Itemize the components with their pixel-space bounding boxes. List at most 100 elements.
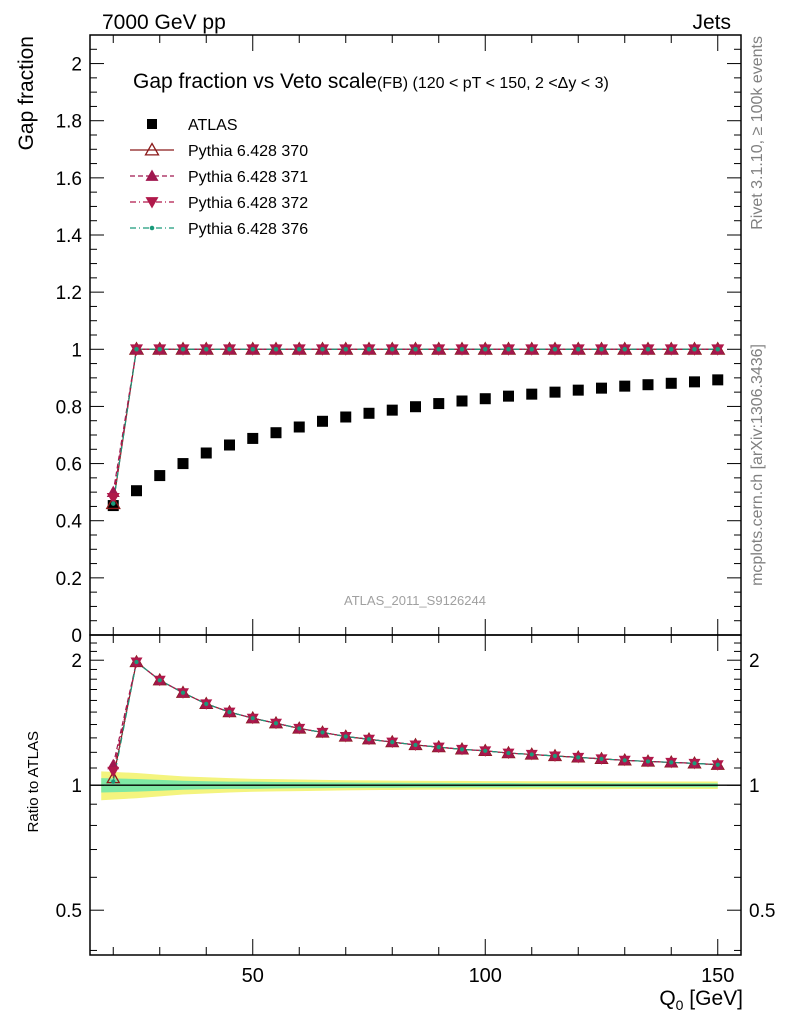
data-point [293,421,305,433]
legend-label: Pythia 6.428 372 [188,195,308,212]
ratio-series-line [112,660,718,772]
data-point [689,376,700,388]
legend-label: ATLAS [188,117,238,134]
data-point [506,347,511,352]
header-right: Jets [692,11,731,34]
y-tick-label: 1 [71,340,82,361]
ratio-point [552,753,558,759]
data-point [247,432,259,444]
data-point [389,347,395,352]
ratio-point [134,659,139,665]
data-point [575,347,581,352]
ratio-y-tick-label: 0.5 [56,901,82,922]
x-tick-label: 50 [242,965,264,987]
data-point [645,347,651,352]
ratio-point [111,779,116,784]
data-point [529,347,535,352]
ratio-point [459,747,465,752]
y-axis-label-main: Gap fraction [15,36,38,150]
ratio-point [599,756,604,762]
data-point [503,390,514,402]
ratio-point [436,745,441,750]
ratio-point [715,762,720,767]
data-point [320,347,325,352]
data-point [317,415,328,427]
ratio-point [204,701,209,706]
data-point [479,393,491,405]
data-point [456,395,468,407]
legend: ATLAS Pythia 6.428 370 Pythia 6.428 371 Pyt… [130,117,308,238]
data-point [526,388,538,400]
ratio-point [366,737,372,742]
data-point [599,347,604,352]
ratio-y-tick-label-right: 2 [749,651,760,672]
main-ticks: 0 0.2 0.4 0.6 0.8 1 1.2 1.4 1.6 1.8 2 [56,35,741,647]
data-point [642,379,654,391]
data-point [596,382,607,394]
x-tick-label: 100 [469,965,502,987]
ratio-point [157,678,162,683]
data-point [712,374,724,386]
y-tick-label: 0.2 [56,569,82,590]
ratio-band [90,771,741,801]
data-point [552,347,558,352]
data-point [131,485,142,497]
data-point [410,401,421,413]
x-axis-label: Q0 [GeV] [659,987,743,1013]
x-axis-label-q: Q [659,987,675,1010]
ratio-point [343,734,348,739]
y-tick-label: 0.4 [56,512,83,533]
data-point [433,398,445,410]
ratio-y-tick-label-right: 0.5 [749,901,775,922]
y-tick-label: 0.8 [56,397,82,418]
legend-label: Pythia 6.428 371 [188,169,308,186]
ratio-point [645,759,651,764]
chart-title: Gap fraction vs Veto scale(FB) (120 < pT… [133,70,609,93]
data-point [363,407,375,419]
data-point [665,377,677,389]
ratio-point [390,739,395,745]
ratio-point [622,758,627,763]
data-point [134,347,139,352]
data-point [366,347,372,352]
data-point [715,347,721,352]
data-point [177,458,189,470]
ratio-y-tick-label: 1 [71,776,82,797]
data-point [482,347,488,352]
y-tick-label: 1.4 [56,226,83,247]
legend-label: Pythia 6.428 370 [188,143,308,160]
y-tick-label: 1.8 [56,112,82,133]
series-line [112,348,718,504]
ratio-series [106,654,725,784]
data-point [200,447,212,459]
data-point [340,411,352,423]
rivet-version-text: Rivet 3.1.10, ≥ 100k events [749,36,766,230]
y-tick-label: 1.2 [56,283,82,304]
series-line [112,348,718,493]
main-series [105,341,726,512]
mcplots-text: mcplots.cern.ch [arXiv:1306.3436] [749,344,766,586]
data-point [386,404,398,416]
x-axis-label-sub: 0 [676,997,684,1013]
data-point [692,347,697,352]
y-tick-label: 0 [71,626,82,647]
data-point [549,386,561,398]
ratio-point [227,709,232,715]
ratio-panel: 0.5 0.5 1 1 2 2 50 100 150 [56,634,775,987]
ratio-ticks: 0.5 0.5 1 1 2 2 50 100 150 [56,635,775,987]
chart-title-main: Gap fraction vs Veto scale [133,70,377,93]
legend-label: Pythia 6.428 376 [188,221,308,238]
data-point [157,347,163,352]
data-point [180,347,186,352]
watermark: ATLAS_2011_S9126244 [344,593,486,608]
series-line [112,348,718,504]
y-axis-label-ratio: Ratio to ATLAS [25,731,42,832]
ratio-y-tick-label-right: 1 [749,776,760,797]
data-point [436,347,442,352]
data-point [106,492,120,505]
legend-marker [149,225,155,231]
data-point [459,347,465,352]
ratio-point [320,730,325,735]
chart-subtitle: (FB) (120 < pT < 150, 2 <Δy < 3) [377,75,609,92]
